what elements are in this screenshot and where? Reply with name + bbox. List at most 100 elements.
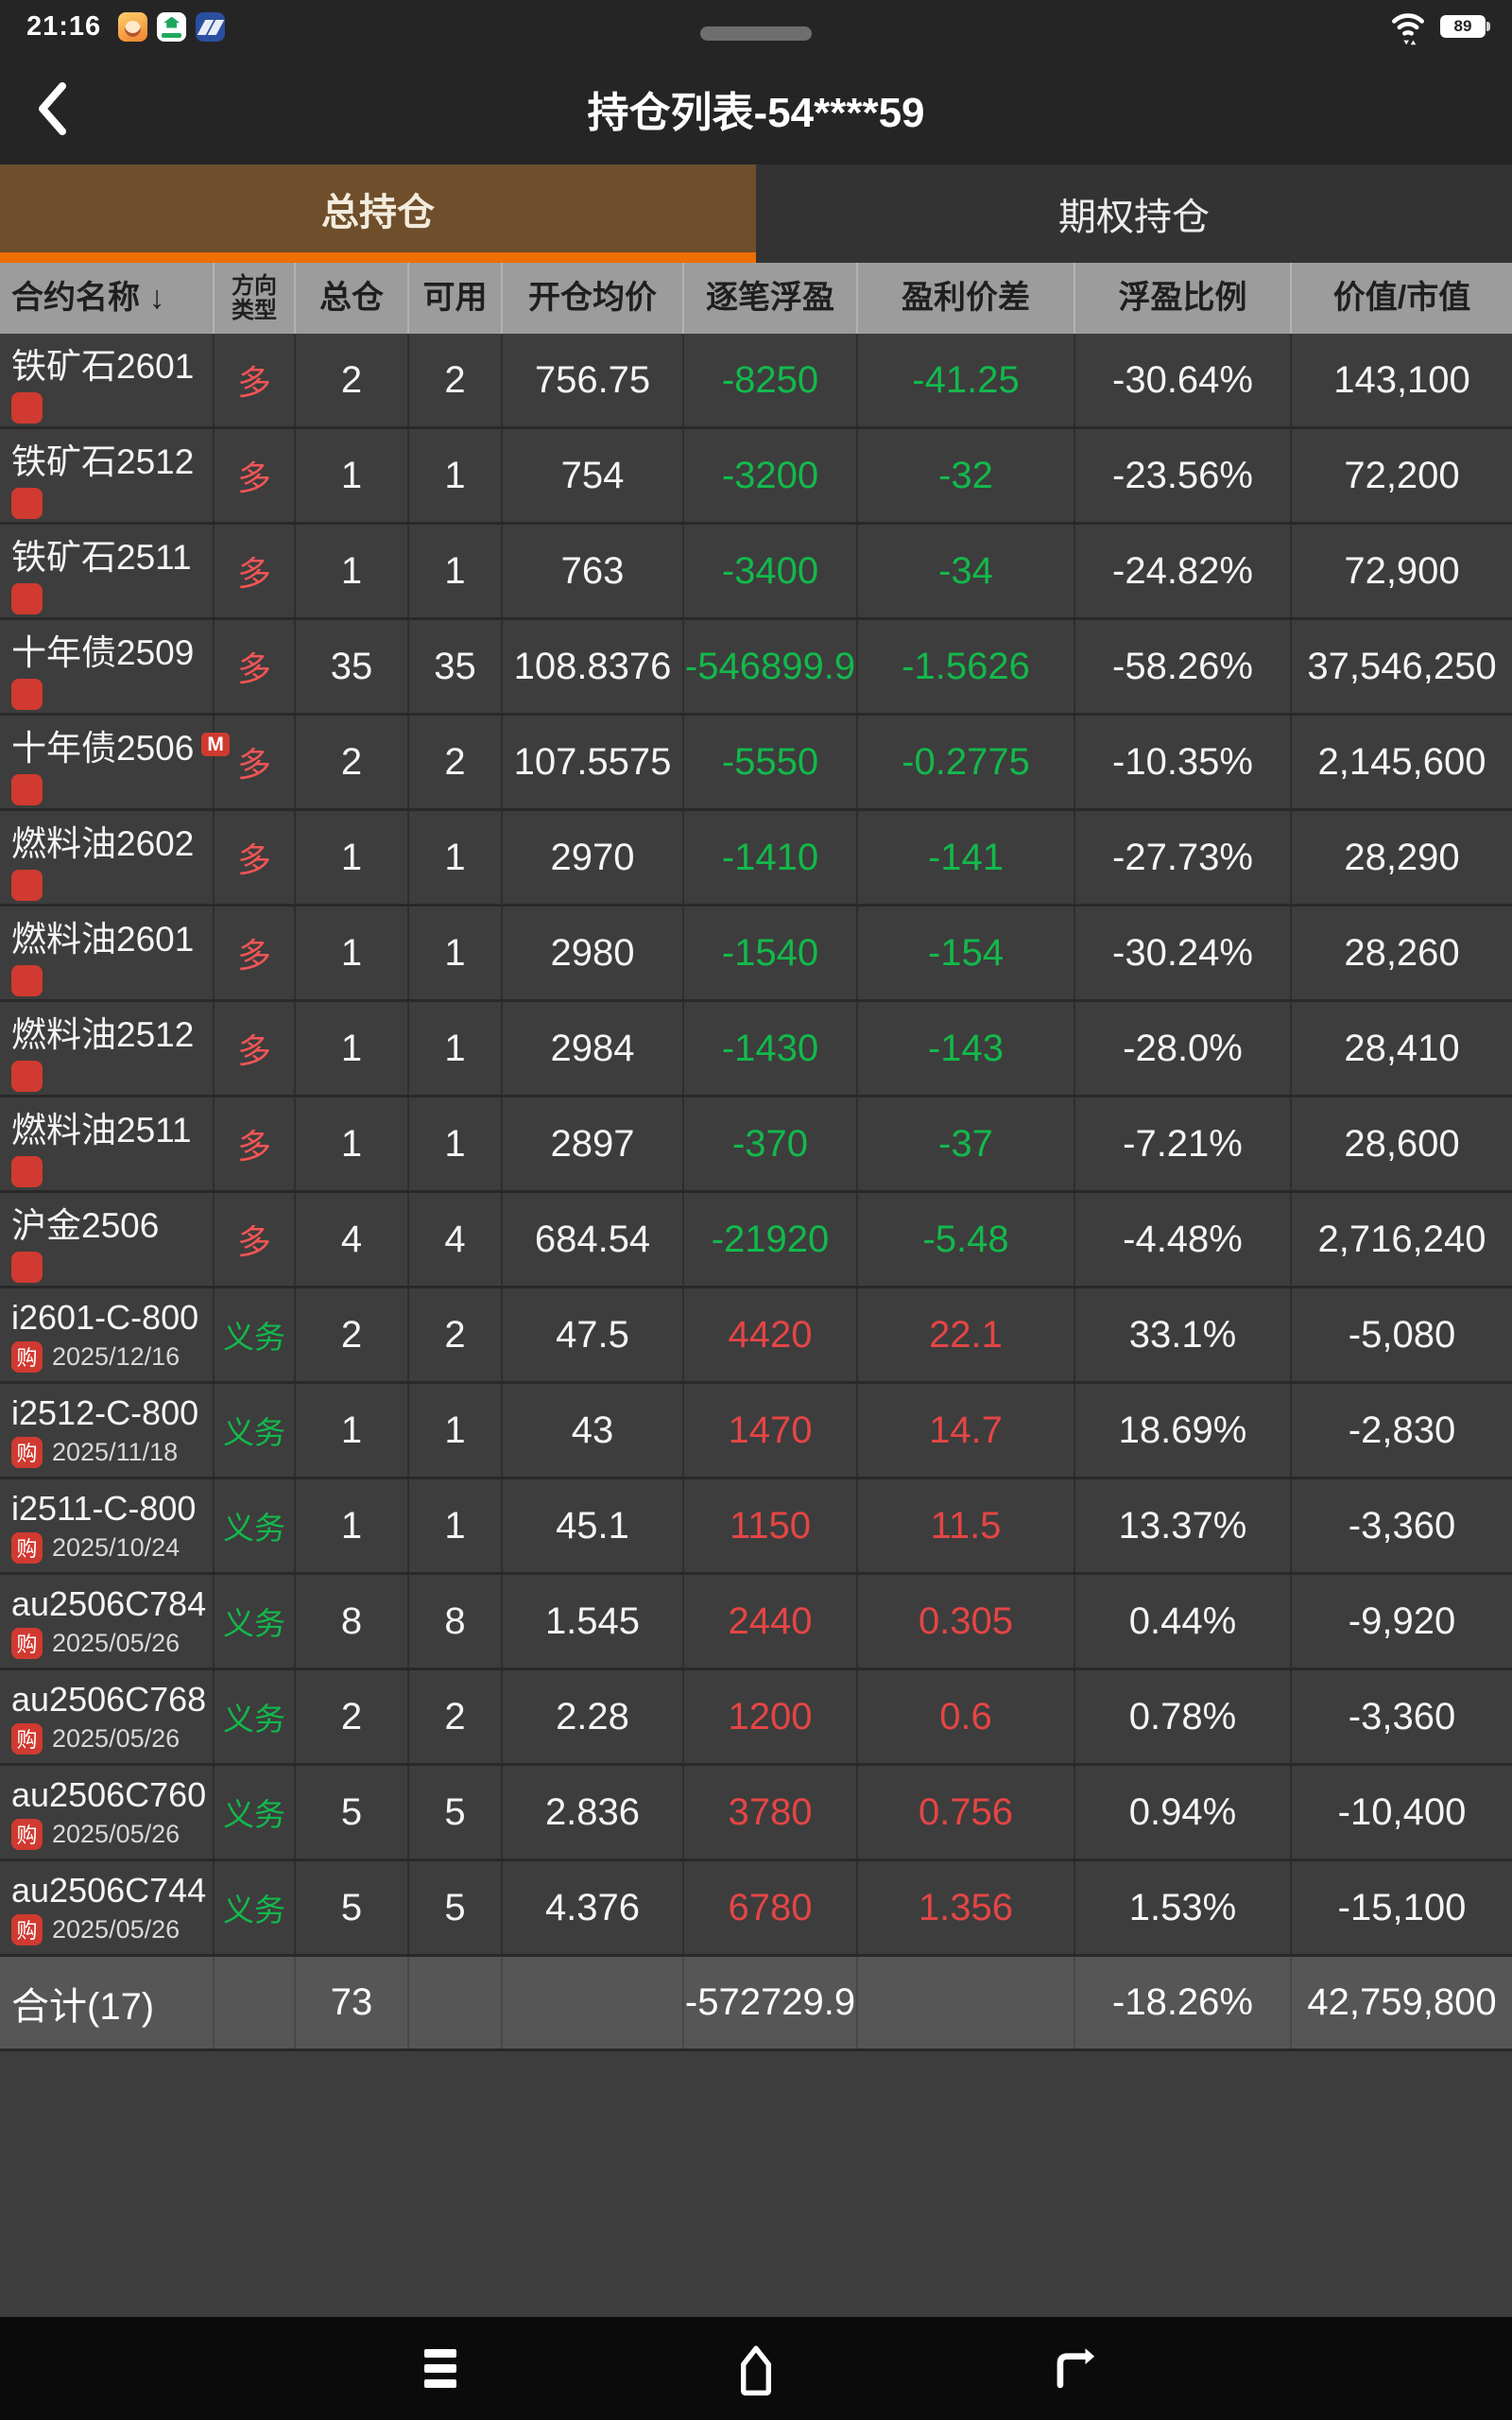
table-body: 铁矿石2601 多 2 2 756.75 -8250 -41.25 -30.64… xyxy=(0,334,1512,1957)
direction: 多 xyxy=(215,1002,296,1095)
float-pnl-ratio: 13.37% xyxy=(1075,1479,1292,1572)
contract-name-cell: i2512-C-800 购 2025/11/18 xyxy=(0,1384,215,1477)
recents-button[interactable] xyxy=(406,2335,474,2403)
contract-name-cell: i2511-C-800 购 2025/10/24 xyxy=(0,1479,215,1572)
purchase-badge: 购 xyxy=(11,1531,43,1564)
title-bar: 持仓列表-54****59 xyxy=(0,53,1512,164)
contract-name: i2512-C-800 xyxy=(11,1392,199,1432)
back-nav-button[interactable] xyxy=(1038,2335,1106,2403)
summary-available xyxy=(409,1957,503,2048)
total-position: 1 xyxy=(296,1384,409,1477)
float-pnl-ratio: -24.82% xyxy=(1075,525,1292,617)
table-row[interactable]: au2506C760 购 2025/05/26 义务 5 5 2.836 3780… xyxy=(0,1766,1512,1861)
summary-avg-price xyxy=(503,1957,684,2048)
direction: 义务 xyxy=(215,1479,296,1572)
table-row[interactable]: 铁矿石2601 多 2 2 756.75 -8250 -41.25 -30.64… xyxy=(0,334,1512,429)
available-position: 1 xyxy=(409,1479,503,1572)
total-position: 1 xyxy=(296,811,409,904)
profit-price-diff: -5.48 xyxy=(858,1193,1075,1286)
summary-direction xyxy=(215,1957,296,2048)
table-row[interactable]: au2506C744 购 2025/05/26 义务 5 5 4.376 6780… xyxy=(0,1861,1512,1957)
status-right: 89 xyxy=(1387,6,1490,47)
profit-price-diff: -37 xyxy=(858,1098,1075,1190)
table-row[interactable]: 铁矿石2512 多 1 1 754 -3200 -32 -23.56% 72,2… xyxy=(0,429,1512,525)
avg-open-price: 2.28 xyxy=(503,1670,684,1763)
profit-price-diff: -34 xyxy=(858,525,1075,617)
table-row[interactable]: au2506C784 购 2025/05/26 义务 8 8 1.545 2440… xyxy=(0,1575,1512,1670)
contract-name: 燃料油2602 xyxy=(11,823,195,863)
float-pnl: 2440 xyxy=(684,1575,858,1668)
avg-open-price: 684.54 xyxy=(503,1193,684,1286)
column-header-3: 总仓 xyxy=(296,263,409,334)
float-pnl-ratio: -28.0% xyxy=(1075,1002,1292,1095)
table-row[interactable]: 燃料油2601 多 1 1 2980 -1540 -154 -30.24% 28… xyxy=(0,907,1512,1002)
expiry-date: 2025/12/16 xyxy=(52,1341,180,1371)
table-row[interactable]: 十年债2509 多 35 35 108.8376 -546899.9 -1.56… xyxy=(0,620,1512,716)
available-position: 8 xyxy=(409,1575,503,1668)
home-icon xyxy=(740,2345,772,2395)
float-pnl: -1410 xyxy=(684,811,858,904)
contract-name-cell: 铁矿石2511 xyxy=(0,525,215,617)
tab-option-positions[interactable]: 期权持仓 xyxy=(756,164,1512,263)
table-row[interactable]: 十年债2506 M 多 2 2 107.5575 -5550 -0.2775 -1… xyxy=(0,716,1512,811)
profit-price-diff: -141 xyxy=(858,811,1075,904)
market-value: -9,920 xyxy=(1348,1599,1456,1642)
contract-name: 十年债2509 xyxy=(11,632,195,672)
direction: 多 xyxy=(215,1098,296,1190)
wifi-icon xyxy=(1392,13,1424,45)
market-value: -3,360 xyxy=(1348,1504,1456,1547)
float-pnl: 6780 xyxy=(684,1861,858,1954)
table-row[interactable]: i2601-C-800 购 2025/12/16 义务 2 2 47.5 4420… xyxy=(0,1288,1512,1384)
direction: 多 xyxy=(215,620,296,713)
app-notification-icon-3 xyxy=(196,11,226,42)
market-value: -10,400 xyxy=(1337,1790,1467,1833)
direction: 多 xyxy=(215,907,296,999)
logo-text-bar xyxy=(162,32,182,38)
tab-total-positions[interactable]: 总持仓 xyxy=(0,164,756,263)
avg-open-price: 763 xyxy=(503,525,684,617)
purchase-badge: 购 xyxy=(11,1913,43,1945)
direction: 义务 xyxy=(215,1288,296,1381)
available-position: 2 xyxy=(409,1288,503,1381)
contract-name-cell: au2506C768 购 2025/05/26 xyxy=(0,1670,215,1763)
float-pnl-ratio: -30.24% xyxy=(1075,907,1292,999)
market-value: 72,900 xyxy=(1344,549,1460,592)
profit-price-diff: 0.6 xyxy=(858,1670,1075,1763)
table-row[interactable]: i2511-C-800 购 2025/10/24 义务 1 1 45.1 1150… xyxy=(0,1479,1512,1575)
contract-name-cell: au2506C760 购 2025/05/26 xyxy=(0,1766,215,1858)
direction: 义务 xyxy=(215,1670,296,1763)
summary-row: 合计(17) 73 -572729.9 -18.26% 42,759,800 xyxy=(0,1957,1512,2051)
market-value: 72,200 xyxy=(1344,454,1460,496)
contract-name: i2511-C-800 xyxy=(11,1488,197,1528)
table-row[interactable]: 沪金2506 多 4 4 684.54 -21920 -5.48 -4.48% … xyxy=(0,1193,1512,1288)
table-row[interactable]: 铁矿石2511 多 1 1 763 -3400 -34 -24.82% 72,9… xyxy=(0,525,1512,620)
table-row[interactable]: 燃料油2512 多 1 1 2984 -1430 -143 -28.0% 28,… xyxy=(0,1002,1512,1098)
direction: 多 xyxy=(215,716,296,808)
contract-name-cell: 铁矿石2512 xyxy=(0,429,215,522)
float-pnl-ratio: -58.26% xyxy=(1075,620,1292,713)
direction: 义务 xyxy=(215,1384,296,1477)
profit-price-diff: 22.1 xyxy=(858,1288,1075,1381)
table-row[interactable]: 燃料油2511 多 1 1 2897 -370 -37 -7.21% 28,60… xyxy=(0,1098,1512,1193)
table-row[interactable]: 燃料油2602 多 1 1 2970 -1410 -141 -27.73% 28… xyxy=(0,811,1512,907)
back-button[interactable] xyxy=(0,53,104,164)
column-header-1[interactable]: 合约名称 ↓ xyxy=(0,263,215,334)
contract-name-cell: au2506C744 购 2025/05/26 xyxy=(0,1861,215,1954)
expiry-date: 2025/10/24 xyxy=(52,1532,180,1562)
contract-name-cell: 沪金2506 xyxy=(0,1193,215,1286)
market-value: -2,830 xyxy=(1348,1409,1456,1451)
total-position: 2 xyxy=(296,1288,409,1381)
table-row[interactable]: i2512-C-800 购 2025/11/18 义务 1 1 43 1470 1… xyxy=(0,1384,1512,1479)
float-pnl-ratio: -30.64% xyxy=(1075,334,1292,426)
direction: 多 xyxy=(215,811,296,904)
market-value: 37,546,250 xyxy=(1307,645,1497,687)
total-position: 1 xyxy=(296,907,409,999)
summary-label: 合计(17) xyxy=(0,1957,215,2048)
profit-price-diff: 1.356 xyxy=(858,1861,1075,1954)
house-logo-icon xyxy=(163,16,180,28)
purchase-badge xyxy=(11,964,43,996)
home-button[interactable] xyxy=(722,2335,790,2403)
table-row[interactable]: au2506C768 购 2025/05/26 义务 2 2 2.28 1200 … xyxy=(0,1670,1512,1766)
total-position: 8 xyxy=(296,1575,409,1668)
float-pnl: -3400 xyxy=(684,525,858,617)
